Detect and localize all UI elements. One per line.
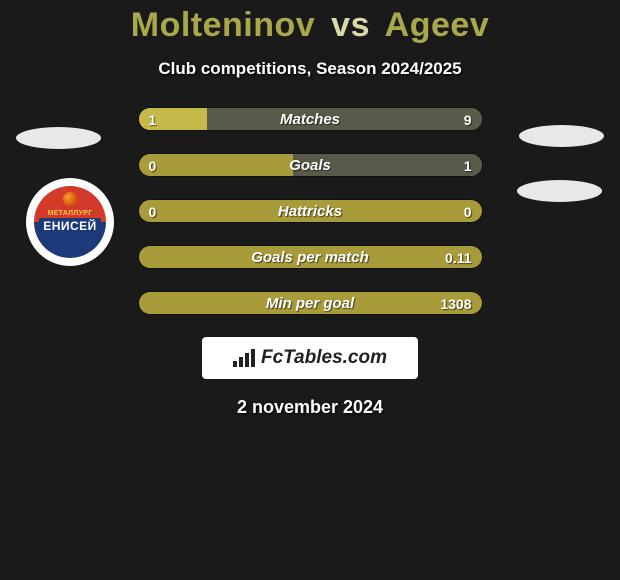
stat-label: Min per goal — [139, 292, 482, 315]
subtitle: Club competitions, Season 2024/2025 — [0, 59, 620, 79]
branding-bars-icon — [233, 349, 255, 367]
badge-text-big: ЕНИСЕЙ — [39, 218, 101, 234]
badge-ball-icon — [63, 192, 77, 206]
badge-text-small: МЕТАЛЛУРГ — [48, 210, 93, 217]
stat-label: Matches — [139, 108, 482, 131]
stat-label: Goals per match — [139, 246, 482, 269]
club-badge-inner: МЕТАЛЛУРГ ЕНИСЕЙ — [34, 186, 106, 258]
comparison-card: Molteninov vs Ageev Club competitions, S… — [0, 0, 620, 418]
page-title: Molteninov vs Ageev — [0, 0, 620, 45]
stat-value-right: 0 — [464, 200, 472, 223]
stat-row: 0Hattricks0 — [138, 199, 483, 223]
player2-name: Ageev — [385, 6, 490, 44]
branding-box: FcTables.com — [202, 337, 418, 379]
stat-row: Min per goal1308 — [138, 291, 483, 315]
decor-ellipse-right-1 — [519, 125, 604, 147]
title-vs: vs — [331, 6, 370, 44]
stat-row: 1Matches9 — [138, 107, 483, 131]
stat-value-right: 9 — [464, 108, 472, 131]
branding-text: FcTables.com — [261, 347, 387, 369]
stat-row: Goals per match0.11 — [138, 245, 483, 269]
stat-value-right: 1308 — [440, 292, 471, 315]
stat-label: Hattricks — [139, 200, 482, 223]
date-text: 2 november 2024 — [0, 397, 620, 418]
stat-label: Goals — [139, 154, 482, 177]
stat-rows: 1Matches90Goals10Hattricks0Goals per mat… — [138, 107, 483, 315]
club-badge: МЕТАЛЛУРГ ЕНИСЕЙ — [26, 178, 114, 266]
decor-ellipse-right-2 — [517, 180, 602, 202]
stat-value-right: 1 — [464, 154, 472, 177]
player1-name: Molteninov — [131, 6, 315, 44]
stat-value-right: 0.11 — [445, 246, 471, 269]
stat-row: 0Goals1 — [138, 153, 483, 177]
decor-ellipse-left — [16, 127, 101, 149]
